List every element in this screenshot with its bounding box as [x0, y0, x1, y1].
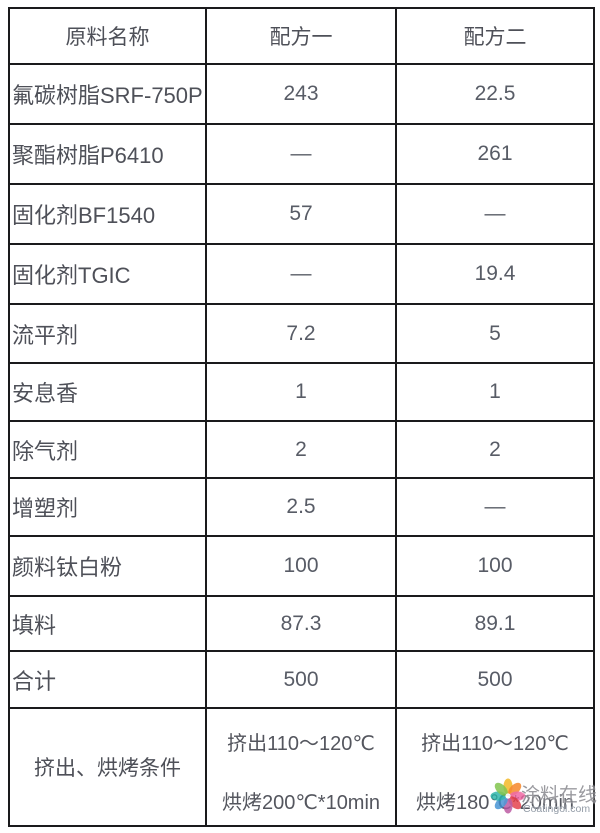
value-cell: 89.1 — [395, 595, 595, 652]
table-row: 增塑剂 2.5 — — [8, 477, 595, 537]
value-cell: 2 — [205, 420, 397, 479]
baking-condition-f2: 烘烤180℃*20min — [415, 792, 575, 814]
row-label: 安息香 — [8, 362, 207, 422]
value-cell: 1 — [395, 362, 595, 422]
conditions-label: 挤出、烘烤条件 — [8, 707, 207, 827]
value-cell: 100 — [205, 535, 397, 597]
value-cell: 243 — [205, 63, 397, 125]
row-label: 固化剂TGIC — [8, 243, 207, 305]
table-row: 颜料钛白粉 100 100 — [8, 535, 595, 597]
table-row: 固化剂TGIC — 19.4 — [8, 243, 595, 305]
value-cell: — — [205, 123, 397, 185]
value-cell: 1 — [205, 362, 397, 422]
table-row: 填料 87.3 89.1 — [8, 595, 595, 652]
table-row: 固化剂BF1540 57 — — [8, 183, 595, 245]
value-cell: 87.3 — [205, 595, 397, 652]
row-label: 填料 — [8, 595, 207, 652]
value-cell: 19.4 — [395, 243, 595, 305]
value-cell: — — [395, 477, 595, 537]
value-cell: — — [395, 183, 595, 245]
conditions-formula1-cell: 挤出110～120℃ 烘烤200℃*10min — [205, 707, 397, 827]
row-label: 聚酯树脂P6410 — [8, 123, 207, 185]
table-row: 流平剂 7.2 5 — [8, 303, 595, 364]
header-cell-material: 原料名称 — [8, 7, 207, 65]
extrusion-temp-f2: 挤出110～120℃ — [421, 733, 569, 755]
value-cell: 261 — [395, 123, 595, 185]
row-label: 固化剂BF1540 — [8, 183, 207, 245]
conditions-row: 挤出、烘烤条件 挤出110～120℃ 烘烤200℃*10min 挤出110～12… — [8, 707, 595, 827]
value-cell: 22.5 — [395, 63, 595, 125]
value-cell: 7.2 — [205, 303, 397, 364]
table-row: 合计 500 500 — [8, 650, 595, 709]
extrusion-temp-f1: 挤出110～120℃ — [227, 733, 375, 755]
table-row: 氟碳树脂SRF-750P 243 22.5 — [8, 63, 595, 125]
conditions-formula2-cell: 挤出110～120℃ 烘烤180℃*20min — [395, 707, 595, 827]
row-label: 除气剂 — [8, 420, 207, 479]
table-row: 聚酯树脂P6410 — 261 — [8, 123, 595, 185]
row-label: 合计 — [8, 650, 207, 709]
table-row: 除气剂 2 2 — [8, 420, 595, 479]
baking-condition-f1: 烘烤200℃*10min — [221, 792, 381, 814]
table-row: 安息香 1 1 — [8, 362, 595, 422]
row-label: 氟碳树脂SRF-750P — [8, 63, 207, 125]
value-cell: 500 — [205, 650, 397, 709]
value-cell: 57 — [205, 183, 397, 245]
value-cell: 100 — [395, 535, 595, 597]
row-label: 流平剂 — [8, 303, 207, 364]
value-cell: 2.5 — [205, 477, 397, 537]
header-cell-formula2: 配方二 — [395, 7, 595, 65]
value-cell: 5 — [395, 303, 595, 364]
header-cell-formula1: 配方一 — [205, 7, 397, 65]
formulation-table-container: 原料名称 配方一 配方二 氟碳树脂SRF-750P 243 22.5 聚酯树脂P… — [8, 7, 595, 827]
row-label: 增塑剂 — [8, 477, 207, 537]
header-row: 原料名称 配方一 配方二 — [8, 7, 595, 65]
formulation-table: 原料名称 配方一 配方二 氟碳树脂SRF-750P 243 22.5 聚酯树脂P… — [8, 7, 595, 827]
value-cell: — — [205, 243, 397, 305]
value-cell: 500 — [395, 650, 595, 709]
value-cell: 2 — [395, 420, 595, 479]
row-label: 颜料钛白粉 — [8, 535, 207, 597]
